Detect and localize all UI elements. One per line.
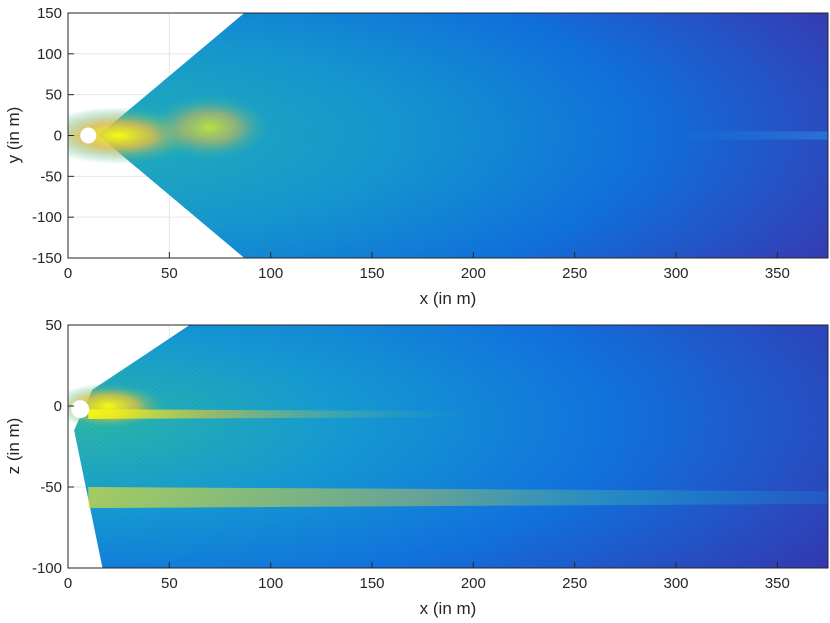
xz-x-axis-label: x (in m) <box>420 599 477 618</box>
xz-intensity-texture <box>74 325 828 568</box>
xz-source-cutout <box>71 400 90 419</box>
xy-x-tick-label: 50 <box>161 265 178 282</box>
xz-y-tick-label: -50 <box>40 479 62 496</box>
xz-hot-bands <box>68 383 828 509</box>
xz-x-tick-label: 200 <box>461 575 486 592</box>
xy-y-tick-label: -150 <box>32 250 62 267</box>
xz-y-tick-label: -100 <box>32 560 62 577</box>
xy-y-tick-label: -50 <box>40 168 62 185</box>
xy-x-tick-label: 350 <box>765 265 790 282</box>
xy-x-tick-label: 300 <box>663 265 688 282</box>
xz-x-tick-label: 300 <box>663 575 688 592</box>
xz-x-tick-label: 50 <box>161 575 178 592</box>
xz-ticks: 0 50 100 150 200 250 300 350 -100 -50 0 50 <box>32 317 790 592</box>
xz-x-tick-label: 150 <box>359 575 384 592</box>
xy-x-tick-label: 100 <box>258 265 283 282</box>
xy-intensity-texture <box>98 13 828 258</box>
xy-hot-region <box>676 131 828 140</box>
xz-axes-box <box>67 324 829 569</box>
xy-x-tick-label: 0 <box>64 265 72 282</box>
xy-y-tick-label: 150 <box>37 5 62 22</box>
xy-x-axis-label: x (in m) <box>420 289 477 308</box>
xz-y-tick-label: 50 <box>45 317 62 334</box>
xy-hot-regions <box>68 94 828 165</box>
xz-x-tick-label: 0 <box>64 575 72 592</box>
xy-source-cutout <box>80 127 97 144</box>
xz-z-axis-label: z (in m) <box>4 418 23 475</box>
xz-x-tick-label: 100 <box>258 575 283 592</box>
xy-y-tick-label: 100 <box>37 46 62 63</box>
xz-hot-band <box>88 487 828 509</box>
xz-panel: 0 50 100 150 200 250 300 350 -100 -50 0 50 x (in m)… <box>4 317 829 618</box>
xz-x-tick-label: 350 <box>765 575 790 592</box>
xy-x-tick-label: 150 <box>359 265 384 282</box>
xy-x-tick-label: 250 <box>562 265 587 282</box>
xz-y-tick-label: 0 <box>54 398 62 415</box>
xy-ticks: 0 50 100 150 200 250 300 350 -150 -100 -50 0 50 100 15… <box>32 5 790 282</box>
xy-y-tick-label: -100 <box>32 209 62 226</box>
xy-hot-region <box>149 94 271 160</box>
xz-x-tick-label: 250 <box>562 575 587 592</box>
xz-hot-band <box>88 409 474 419</box>
xy-y-tick-label: 50 <box>45 87 62 104</box>
xy-y-axis-label: y (in m) <box>4 107 23 164</box>
xy-panel: 0 50 100 150 200 250 300 350 -150 -100 -50 0 50 100 15… <box>4 5 829 308</box>
xy-y-tick-label: 0 <box>54 128 62 145</box>
xy-x-tick-label: 200 <box>461 265 486 282</box>
